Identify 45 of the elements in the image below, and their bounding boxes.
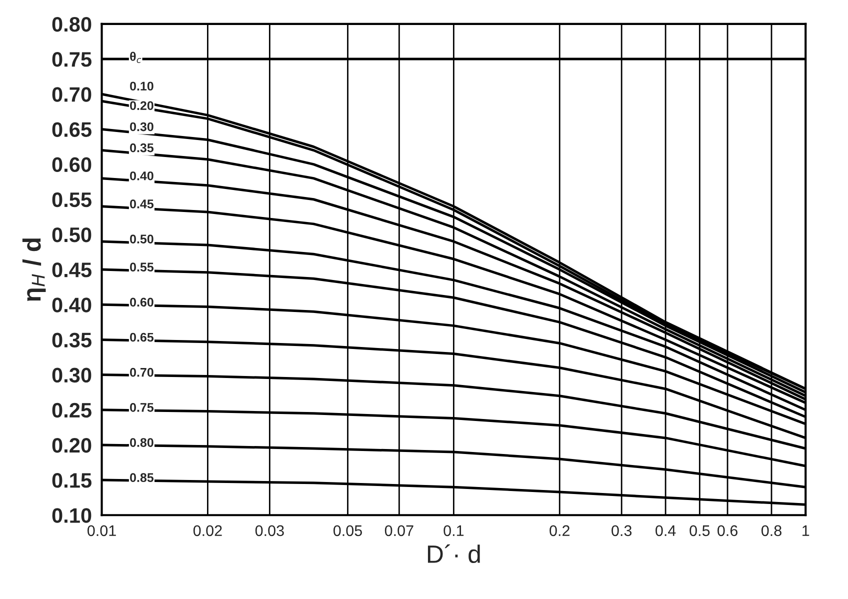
series-label: 0.45 [130, 200, 154, 208]
y-tick-label: 0.50 [52, 227, 92, 242]
x-tick-label: 0.07 [384, 525, 414, 536]
y-tick-label: 0.10 [52, 508, 92, 523]
y-tick-label: 0.80 [52, 16, 92, 32]
series-label: 0.60 [130, 298, 154, 307]
series-label: 0.75 [130, 403, 154, 412]
x-tick-label: 0.01 [87, 525, 116, 536]
series-label: 0.85 [130, 473, 154, 482]
y-tick-label: 0.55 [52, 192, 92, 208]
series-label: 0.30 [130, 122, 154, 132]
y-tick-label: 0.15 [52, 473, 92, 488]
x-tick-label: 1 [802, 525, 810, 536]
series-label: 0.10 [130, 82, 154, 91]
y-tick-label: 0.20 [52, 438, 92, 453]
x-tick-label: 0.2 [550, 525, 570, 536]
series-label: θ$_{c}$ [130, 52, 142, 63]
x-tick-label: 0.05 [333, 525, 362, 536]
series-label: 0.35 [130, 143, 154, 152]
x-tick-label: 0.1 [444, 525, 464, 536]
x-axis-title: D´· d [428, 544, 480, 564]
series-label: 0.50 [130, 234, 154, 244]
y-tick-label: 0.45 [52, 262, 92, 278]
y-tick-label: 0.60 [52, 157, 92, 172]
x-tick-label: 0.4 [656, 525, 676, 536]
x-tick-label: 0.03 [255, 525, 284, 536]
y-tick-label: 0.70 [52, 87, 92, 102]
y-tick-label: 0.65 [52, 122, 92, 137]
y-tick-label: 0.40 [52, 298, 92, 312]
series-label: 0.70 [130, 368, 154, 377]
series-label: 0.20 [130, 101, 154, 110]
series-label: 0.55 [130, 262, 154, 272]
series-label: 0.40 [130, 171, 154, 180]
y-tick-label: 0.30 [52, 368, 92, 383]
y-axis-title: η$_{H}$ / d [22, 238, 46, 301]
y-tick-label: 0.25 [52, 402, 92, 418]
y-tick-label: 0.35 [52, 332, 92, 348]
x-tick-label: 0.8 [761, 525, 782, 536]
y-tick-label: 0.75 [52, 52, 92, 67]
x-tick-label: 0.5 [690, 525, 710, 536]
series-label: 0.65 [130, 332, 154, 342]
x-tick-label: 0.6 [718, 525, 738, 536]
series-label: 0.80 [130, 438, 154, 447]
x-tick-label: 0.3 [612, 525, 632, 536]
x-tick-label: 0.02 [193, 525, 222, 536]
